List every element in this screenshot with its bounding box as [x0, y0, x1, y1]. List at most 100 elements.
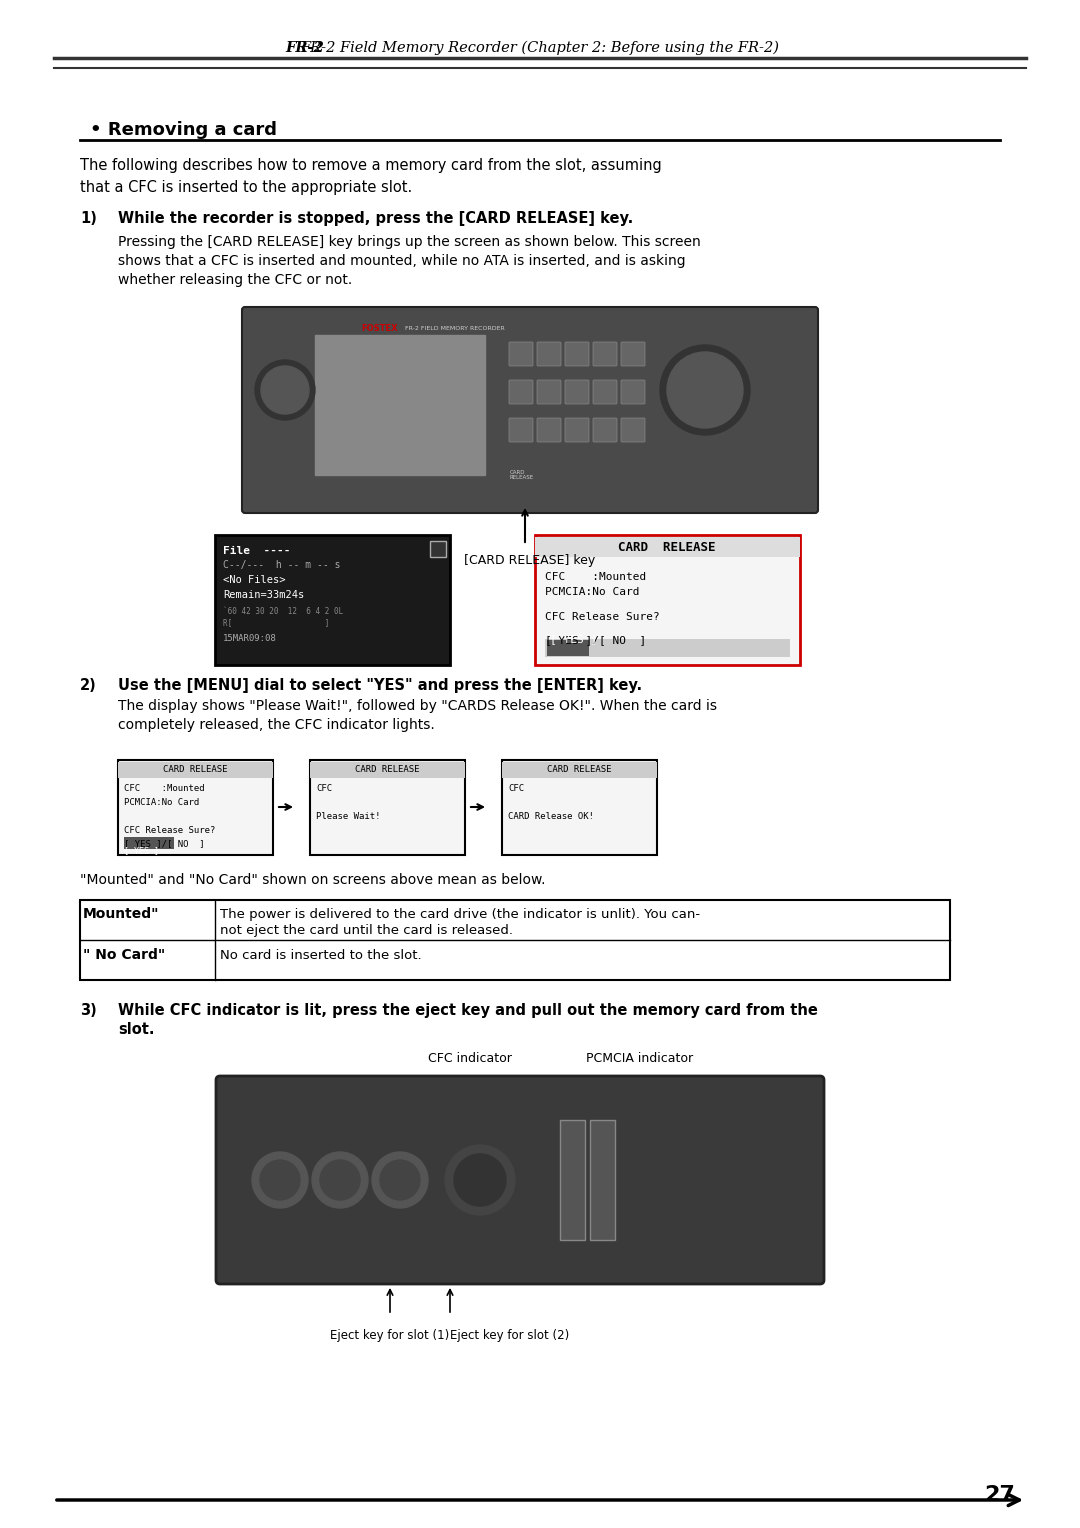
Text: Mounted": Mounted"	[83, 908, 160, 921]
FancyBboxPatch shape	[430, 541, 446, 558]
FancyBboxPatch shape	[565, 380, 589, 403]
Text: CFC Release Sure?: CFC Release Sure?	[124, 825, 215, 834]
Text: Pressing the [CARD RELEASE] key brings up the screen as shown below. This screen: Pressing the [CARD RELEASE] key brings u…	[118, 235, 701, 249]
Circle shape	[252, 1152, 308, 1209]
FancyBboxPatch shape	[509, 419, 534, 442]
Text: Please Wait!: Please Wait!	[316, 811, 380, 821]
FancyBboxPatch shape	[537, 380, 561, 403]
FancyBboxPatch shape	[561, 1120, 585, 1241]
Text: 1): 1)	[80, 211, 97, 226]
FancyBboxPatch shape	[215, 535, 450, 665]
FancyBboxPatch shape	[124, 837, 174, 850]
FancyBboxPatch shape	[593, 419, 617, 442]
FancyBboxPatch shape	[310, 759, 465, 856]
Text: Use the [MENU] dial to select "YES" and press the [ENTER] key.: Use the [MENU] dial to select "YES" and …	[118, 677, 643, 692]
Text: whether releasing the CFC or not.: whether releasing the CFC or not.	[118, 274, 352, 287]
Text: Eject key for slot (1): Eject key for slot (1)	[330, 1328, 449, 1342]
FancyBboxPatch shape	[502, 762, 657, 778]
Text: 15MAR09:08: 15MAR09:08	[222, 634, 276, 642]
Text: While CFC indicator is lit, press the eject key and pull out the memory card fro: While CFC indicator is lit, press the ej…	[118, 1002, 818, 1018]
Text: [ YES ]: [ YES ]	[124, 847, 159, 856]
Text: <No Files>: <No Files>	[222, 575, 285, 585]
Text: CARD RELEASE: CARD RELEASE	[546, 764, 611, 773]
Text: CFC    :Mounted: CFC :Mounted	[545, 571, 646, 582]
FancyBboxPatch shape	[546, 640, 589, 656]
FancyBboxPatch shape	[537, 419, 561, 442]
Text: File  ----: File ----	[222, 545, 291, 556]
FancyBboxPatch shape	[118, 762, 273, 778]
FancyBboxPatch shape	[535, 535, 800, 665]
Text: [ YES ]/[ NO  ]: [ YES ]/[ NO ]	[124, 839, 204, 848]
Text: The power is delivered to the card drive (the indicator is unlit). You can-: The power is delivered to the card drive…	[220, 908, 700, 920]
Text: Eject key for slot (2): Eject key for slot (2)	[450, 1328, 569, 1342]
Text: 27: 27	[985, 1485, 1015, 1505]
Text: "Mounted" and "No Card" shown on screens above mean as below.: "Mounted" and "No Card" shown on screens…	[80, 872, 545, 886]
Text: CFC indicator: CFC indicator	[428, 1051, 512, 1065]
Text: shows that a CFC is inserted and mounted, while no ATA is inserted, and is askin: shows that a CFC is inserted and mounted…	[118, 254, 686, 267]
FancyBboxPatch shape	[242, 307, 818, 513]
Text: not eject the card until the card is released.: not eject the card until the card is rel…	[220, 923, 513, 937]
Text: PCMCIA indicator: PCMCIA indicator	[586, 1051, 693, 1065]
Circle shape	[380, 1160, 420, 1199]
FancyBboxPatch shape	[545, 639, 789, 657]
Text: FR-2 FIELD MEMORY RECORDER: FR-2 FIELD MEMORY RECORDER	[405, 325, 504, 330]
Text: • Removing a card: • Removing a card	[90, 121, 276, 139]
Text: slot.: slot.	[118, 1022, 154, 1038]
Text: CARD
RELEASE: CARD RELEASE	[510, 469, 535, 480]
FancyBboxPatch shape	[315, 335, 485, 475]
FancyBboxPatch shape	[502, 759, 657, 856]
Text: FR-2 Field Memory Recorder (Chapter 2: Before using the FR-2): FR-2 Field Memory Recorder (Chapter 2: B…	[300, 41, 780, 55]
FancyBboxPatch shape	[535, 536, 800, 558]
Text: [ YES ]/[ NO  ]: [ YES ]/[ NO ]	[545, 636, 646, 645]
FancyBboxPatch shape	[310, 762, 465, 778]
FancyBboxPatch shape	[565, 419, 589, 442]
Text: CFC Release Sure?: CFC Release Sure?	[545, 613, 660, 622]
Text: that a CFC is inserted to the appropriate slot.: that a CFC is inserted to the appropriat…	[80, 179, 413, 194]
FancyBboxPatch shape	[593, 342, 617, 367]
Circle shape	[260, 1160, 300, 1199]
Text: R[                    ]: R[ ]	[222, 619, 329, 628]
Text: PCMCIA:No Card: PCMCIA:No Card	[545, 587, 639, 597]
Text: CFC: CFC	[316, 784, 333, 793]
Text: CARD  RELEASE: CARD RELEASE	[618, 541, 716, 553]
Circle shape	[454, 1154, 507, 1206]
Circle shape	[445, 1144, 515, 1215]
Text: C--/---  h -- m -- s: C--/--- h -- m -- s	[222, 559, 340, 570]
Circle shape	[255, 361, 315, 420]
Circle shape	[261, 367, 309, 414]
Text: CFC    :Mounted: CFC :Mounted	[124, 784, 204, 793]
FancyBboxPatch shape	[621, 342, 645, 367]
Text: 3): 3)	[80, 1002, 97, 1018]
Text: Remain=33m24s: Remain=33m24s	[222, 590, 305, 601]
FancyBboxPatch shape	[565, 342, 589, 367]
FancyBboxPatch shape	[621, 380, 645, 403]
Text: CARD RELEASE: CARD RELEASE	[163, 764, 227, 773]
Text: CARD Release OK!: CARD Release OK!	[508, 811, 594, 821]
Circle shape	[372, 1152, 428, 1209]
Text: 2): 2)	[80, 677, 97, 692]
Text: FR-2: FR-2	[285, 41, 324, 55]
Text: `60 42 30 20  12  6 4 2 0L: `60 42 30 20 12 6 4 2 0L	[222, 607, 343, 616]
Text: [ YES ]: [ YES ]	[550, 634, 597, 643]
Circle shape	[660, 345, 750, 435]
Text: completely released, the CFC indicator lights.: completely released, the CFC indicator l…	[118, 718, 435, 732]
Text: While the recorder is stopped, press the [CARD RELEASE] key.: While the recorder is stopped, press the…	[118, 211, 633, 226]
FancyBboxPatch shape	[590, 1120, 615, 1241]
Circle shape	[667, 351, 743, 428]
Text: No card is inserted to the slot.: No card is inserted to the slot.	[220, 949, 421, 961]
FancyBboxPatch shape	[509, 342, 534, 367]
FancyBboxPatch shape	[621, 419, 645, 442]
Text: [CARD RELEASE] key: [CARD RELEASE] key	[464, 553, 596, 567]
FancyBboxPatch shape	[216, 1076, 824, 1284]
FancyBboxPatch shape	[537, 342, 561, 367]
Circle shape	[320, 1160, 360, 1199]
Text: FOSTEX: FOSTEX	[362, 324, 399, 333]
Text: CARD RELEASE: CARD RELEASE	[354, 764, 419, 773]
FancyBboxPatch shape	[509, 380, 534, 403]
Circle shape	[312, 1152, 368, 1209]
Text: " No Card": " No Card"	[83, 947, 165, 963]
Text: The display shows "Please Wait!", followed by "CARDS Release OK!". When the card: The display shows "Please Wait!", follow…	[118, 698, 717, 714]
FancyBboxPatch shape	[80, 900, 950, 979]
Text: PCMCIA:No Card: PCMCIA:No Card	[124, 798, 199, 807]
FancyBboxPatch shape	[118, 759, 273, 856]
